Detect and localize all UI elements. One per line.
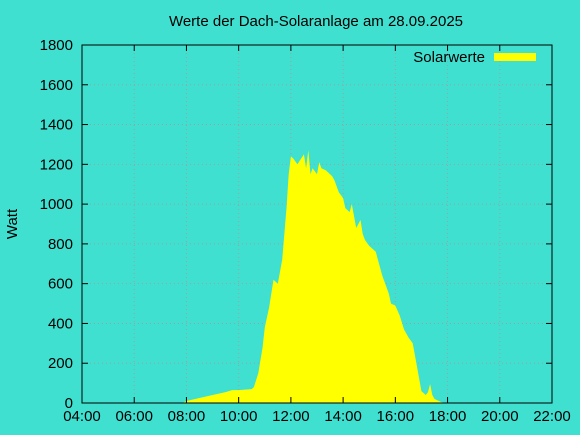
y-tick-label: 0	[65, 395, 73, 412]
y-tick-label: 800	[48, 236, 73, 253]
y-tick-label: 1200	[40, 156, 73, 173]
y-tick-label: 1400	[40, 117, 73, 134]
legend-swatch-solarwerte	[494, 53, 536, 61]
x-tick-label: 18:00	[429, 408, 467, 425]
x-tick-label: 16:00	[377, 408, 415, 425]
y-axis-ticks: 0 200 400 600 800 1000 1200 1400 1600 1800	[40, 37, 552, 412]
y-tick-label: 600	[48, 276, 73, 293]
y-tick-label: 400	[48, 315, 73, 332]
y-axis-label: Watt	[4, 208, 21, 239]
y-tick-label: 1000	[40, 196, 73, 213]
y-tick-label: 200	[48, 355, 73, 372]
x-tick-label: 20:00	[481, 408, 519, 425]
x-tick-label: 14:00	[324, 408, 362, 425]
x-tick-label: 04:00	[63, 408, 101, 425]
x-tick-label: 10:00	[220, 408, 258, 425]
x-tick-label: 06:00	[115, 408, 153, 425]
y-tick-label: 1600	[40, 77, 73, 94]
x-tick-label: 12:00	[272, 408, 310, 425]
legend-label-solarwerte: Solarwerte	[413, 49, 485, 66]
series-layer	[182, 150, 468, 403]
x-tick-label: 22:00	[533, 408, 571, 425]
x-axis-ticks: 04:00 06:00 08:00 10:00 12:00 14:00 16:00 18:00…	[63, 45, 571, 425]
chart-title: Werte der Dach-Solaranlage am 28.09.2025	[169, 13, 463, 30]
plot-frame	[81, 44, 553, 404]
legend: Solarwerte	[413, 49, 536, 66]
series-area-solarwerte	[182, 150, 468, 403]
x-tick-label: 08:00	[168, 408, 206, 425]
y-tick-label: 1800	[40, 37, 73, 54]
